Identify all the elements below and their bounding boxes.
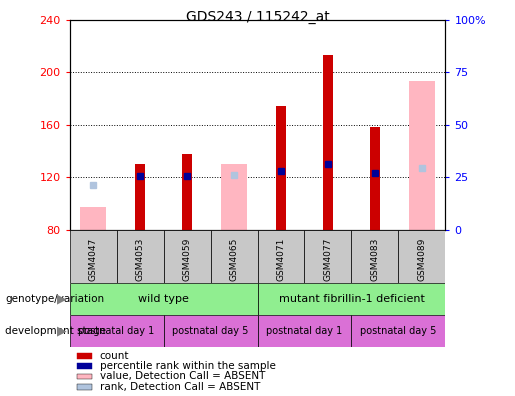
Bar: [258, 230, 304, 283]
Text: ▶: ▶: [57, 324, 67, 337]
Bar: [77, 353, 92, 358]
Bar: [77, 384, 92, 390]
Bar: [352, 230, 399, 283]
Bar: [164, 315, 258, 346]
Bar: [80, 208, 106, 230]
Bar: [70, 315, 164, 346]
Text: mutant fibrillin-1 deficient: mutant fibrillin-1 deficient: [279, 294, 424, 304]
Text: GSM4065: GSM4065: [230, 238, 238, 281]
Text: GSM4071: GSM4071: [277, 238, 285, 281]
Text: postnatal day 5: postnatal day 5: [360, 326, 437, 336]
Text: GSM4083: GSM4083: [370, 238, 380, 281]
Bar: [399, 230, 445, 283]
Bar: [409, 82, 435, 230]
Text: GDS243 / 115242_at: GDS243 / 115242_at: [185, 10, 330, 24]
Bar: [164, 230, 211, 283]
Bar: [77, 363, 92, 369]
Text: development stage: development stage: [5, 326, 106, 336]
Text: GSM4089: GSM4089: [418, 238, 426, 281]
Bar: [258, 283, 445, 315]
Text: count: count: [99, 350, 129, 361]
Bar: [276, 107, 286, 230]
Text: genotype/variation: genotype/variation: [5, 294, 104, 304]
Text: GSM4077: GSM4077: [323, 238, 333, 281]
Bar: [135, 164, 145, 230]
Text: wild type: wild type: [138, 294, 189, 304]
Text: postnatal day 5: postnatal day 5: [173, 326, 249, 336]
Bar: [221, 164, 247, 230]
Bar: [211, 230, 258, 283]
Bar: [182, 154, 192, 230]
Bar: [304, 230, 352, 283]
Text: rank, Detection Call = ABSENT: rank, Detection Call = ABSENT: [99, 382, 260, 392]
Text: GSM4047: GSM4047: [89, 238, 97, 281]
Text: ▶: ▶: [57, 293, 67, 305]
Bar: [70, 230, 116, 283]
Bar: [352, 315, 445, 346]
Text: GSM4053: GSM4053: [135, 238, 145, 281]
Text: postnatal day 1: postnatal day 1: [78, 326, 154, 336]
Bar: [370, 128, 380, 230]
Bar: [258, 315, 352, 346]
Bar: [323, 55, 333, 230]
Text: postnatal day 1: postnatal day 1: [266, 326, 342, 336]
Bar: [77, 373, 92, 379]
Bar: [70, 283, 258, 315]
Text: value, Detection Call = ABSENT: value, Detection Call = ABSENT: [99, 371, 265, 381]
Bar: [116, 230, 164, 283]
Text: percentile rank within the sample: percentile rank within the sample: [99, 361, 276, 371]
Text: GSM4059: GSM4059: [182, 238, 192, 281]
